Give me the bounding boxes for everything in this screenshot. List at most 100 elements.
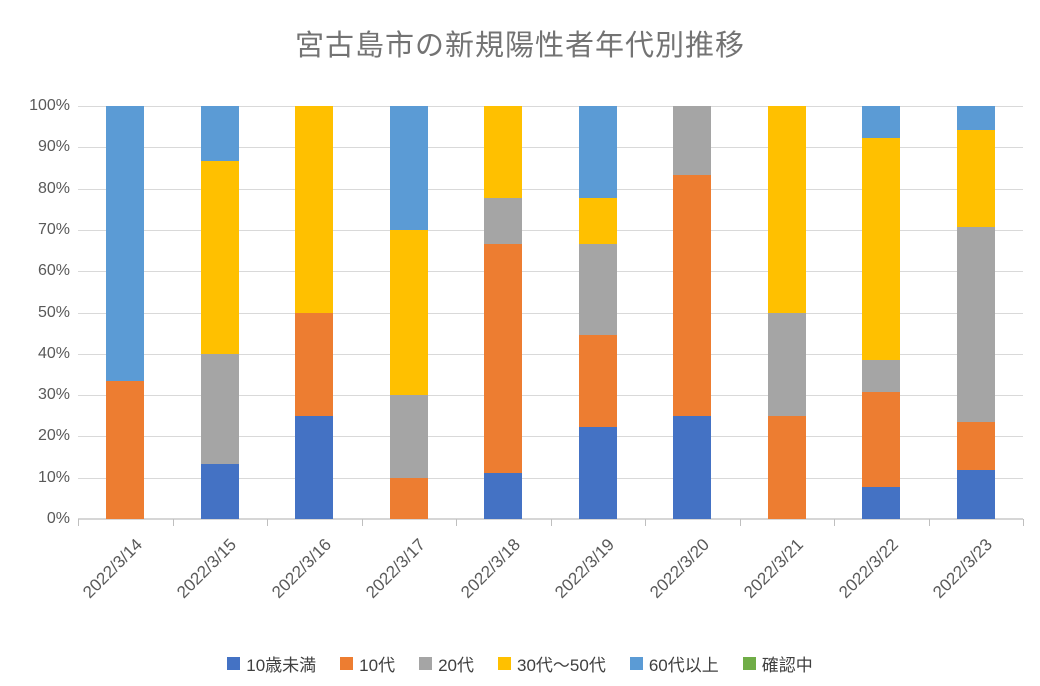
x-axis-tick-label: 2022/3/19 xyxy=(551,535,619,602)
x-axis-tick xyxy=(267,519,268,526)
legend-label: 30代〜50代 xyxy=(517,656,606,675)
legend-item: 10歳未満 xyxy=(227,651,316,676)
bar-segment xyxy=(767,415,806,519)
gridline xyxy=(78,147,1023,149)
x-axis-tick xyxy=(550,519,552,526)
bar-segment xyxy=(956,106,995,131)
bar-segment xyxy=(673,415,712,519)
x-axis-tick xyxy=(928,519,930,526)
bar-segment xyxy=(767,312,806,416)
bar-segment xyxy=(578,335,617,428)
x-axis-tick-label: 2022/3/23 xyxy=(929,535,997,602)
gridline xyxy=(78,106,1023,107)
bar-segment xyxy=(484,106,523,198)
bar-segment xyxy=(295,106,334,313)
y-axis-tick-label: 30% xyxy=(37,386,70,404)
bar-segment xyxy=(956,227,995,422)
bar-segment xyxy=(484,197,523,244)
bar-segment xyxy=(106,106,145,382)
gridline xyxy=(78,353,1023,355)
x-axis-tick-label: 2022/3/15 xyxy=(173,535,241,602)
y-axis-tick-label: 40% xyxy=(37,344,70,362)
plot-area xyxy=(78,106,1023,520)
legend-item: 30代〜50代 xyxy=(498,651,606,676)
gridline xyxy=(78,229,1023,231)
bar-segment xyxy=(578,106,617,198)
bar-segment xyxy=(106,381,145,519)
x-axis-tick xyxy=(645,519,646,526)
bar-segment xyxy=(862,391,901,488)
legend-swatch xyxy=(742,657,756,670)
x-axis-tick xyxy=(456,519,457,526)
bar-segment xyxy=(389,106,428,230)
x-axis-tick-label: 2022/3/21 xyxy=(740,535,808,602)
bar-segment xyxy=(862,487,901,519)
bar-segment xyxy=(200,464,239,519)
y-axis-tick-label: 80% xyxy=(37,179,70,197)
x-axis-tick-label: 2022/3/17 xyxy=(362,535,430,602)
gridline xyxy=(78,477,1023,479)
x-axis-tick xyxy=(172,519,174,526)
x-axis-tick-label: 2022/3/20 xyxy=(645,535,713,602)
bar-segment xyxy=(956,130,995,228)
gridline xyxy=(78,395,1023,397)
y-axis-tick-label: 70% xyxy=(37,220,70,238)
bar-segment xyxy=(295,415,334,519)
y-axis-tick-label: 0% xyxy=(46,510,70,527)
x-axis-tick xyxy=(739,519,741,526)
legend-swatch xyxy=(498,657,511,670)
bar-segment xyxy=(767,106,806,313)
bar-segment xyxy=(389,477,428,519)
x-axis-tick xyxy=(361,519,363,526)
legend-swatch xyxy=(340,657,354,670)
bar-segment xyxy=(389,395,428,478)
bar-segment xyxy=(862,106,901,138)
x-axis-tick-label: 2022/3/16 xyxy=(267,535,335,602)
legend-swatch xyxy=(629,657,643,670)
bar-segment xyxy=(578,243,617,336)
bar-segment xyxy=(862,360,901,392)
bar-segment xyxy=(673,106,712,175)
bar-segment xyxy=(956,470,995,519)
bar-segment xyxy=(673,174,712,416)
x-axis: 2022/3/14 2022/3/15 2022/3/16 2022/3/17 2022… xyxy=(0,519,1040,649)
legend-item: 10代 xyxy=(340,651,395,676)
legend-label: 10歳未満 xyxy=(246,656,317,675)
legend-swatch xyxy=(227,657,241,670)
legend-item: 20代 xyxy=(419,651,474,676)
bar-segment xyxy=(578,427,617,519)
legend: 10歳未満 10代 20代 30代〜50代 60代以上 確認中 xyxy=(0,651,1040,676)
x-axis-tick-label: 2022/3/18 xyxy=(456,535,524,602)
y-axis-tick-label: 90% xyxy=(37,138,70,156)
bar-segment xyxy=(200,353,239,465)
bar-segment xyxy=(200,160,239,354)
y-axis-tick-label: 60% xyxy=(37,262,70,280)
gridline xyxy=(78,312,1023,314)
bar-segment xyxy=(956,421,995,471)
y-axis-tick-label: 20% xyxy=(37,427,70,445)
legend-label: 10代 xyxy=(359,656,396,675)
gridline xyxy=(78,188,1023,190)
bar-segment xyxy=(295,312,334,416)
y-axis-tick-label: 100% xyxy=(29,97,70,114)
bar-segment xyxy=(862,137,901,360)
x-axis-tick xyxy=(1023,519,1024,526)
x-axis-tick-label: 2022/3/14 xyxy=(78,535,146,602)
bar-segment xyxy=(389,229,428,396)
y-axis-tick-label: 50% xyxy=(37,303,70,321)
y-axis: 0% 10% 20% 30% 40% 50% 60% 70% 80% 90% 100% xyxy=(0,97,70,527)
bar-segment xyxy=(484,243,523,474)
gridline xyxy=(78,271,1023,273)
bar-segment xyxy=(578,197,617,244)
gridline xyxy=(78,436,1023,438)
legend-label: 20代 xyxy=(438,656,474,675)
x-axis-tick xyxy=(834,519,835,526)
x-axis-tick-label: 2022/3/22 xyxy=(834,535,902,602)
legend-item: 確認中 xyxy=(742,651,813,676)
bar-segment xyxy=(484,473,523,519)
legend-label: 60代以上 xyxy=(648,656,719,675)
chart-title: 宮古島市の新規陽性者年代別推移 xyxy=(294,30,745,62)
legend-item: 60代以上 xyxy=(629,651,719,676)
y-axis-tick-label: 10% xyxy=(37,468,70,486)
